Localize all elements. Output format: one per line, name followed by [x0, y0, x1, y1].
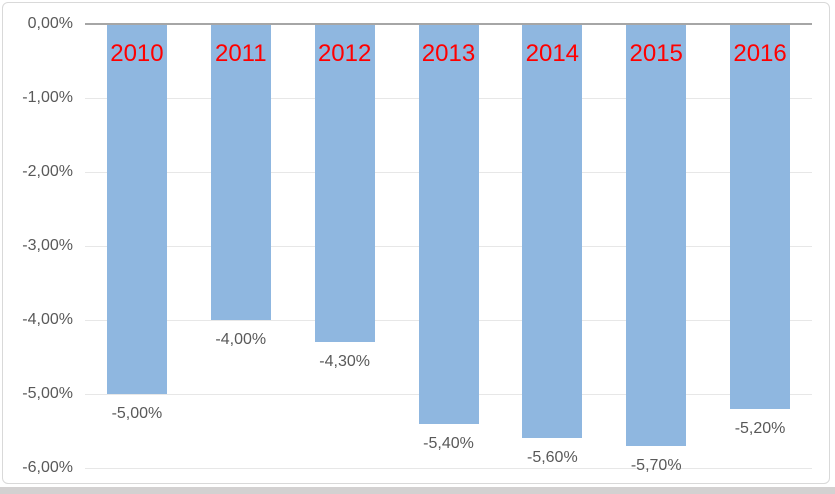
bar [210, 24, 271, 320]
y-axis-tick-label: -4,00% [22, 311, 73, 328]
y-axis-tick-label: -3,00% [22, 237, 73, 254]
bar-value-label: -5,40% [423, 434, 474, 452]
bar-value-label: -5,70% [630, 456, 682, 474]
y-axis-tick-label: -5,00% [22, 385, 73, 402]
bar-value-label: -4,00% [215, 331, 267, 348]
bar [522, 24, 583, 439]
bar [418, 24, 479, 424]
x-axis-zero-line [85, 23, 812, 25]
y-axis-tick-label: -6,00% [22, 459, 73, 476]
y-axis-tick-label: 0,00% [27, 15, 73, 32]
bar-category-label: 2010 [110, 40, 164, 67]
bar-category-label: 2011 [214, 40, 267, 67]
bar-category-label: 2012 [317, 40, 372, 67]
bar-category-label: 2015 [629, 40, 683, 67]
bar-value-label: -5,60% [526, 449, 578, 467]
bar-value-label: -4,30% [319, 353, 370, 371]
bottom-edge-strip [0, 487, 835, 494]
bar [730, 24, 791, 409]
bar-category-label: 2014 [525, 40, 580, 67]
bar-value-label: -5,00% [111, 405, 163, 422]
bar-category-label: 2016 [733, 40, 787, 67]
bar [106, 24, 167, 394]
bar-value-label: -5,20% [734, 419, 786, 437]
bar-category-label: 2013 [421, 40, 476, 67]
y-axis-tick-label: -2,00% [22, 163, 73, 180]
bar [626, 24, 687, 446]
y-axis-tick-label: -1,00% [22, 89, 73, 106]
gridline [85, 468, 812, 469]
bar [314, 24, 375, 343]
